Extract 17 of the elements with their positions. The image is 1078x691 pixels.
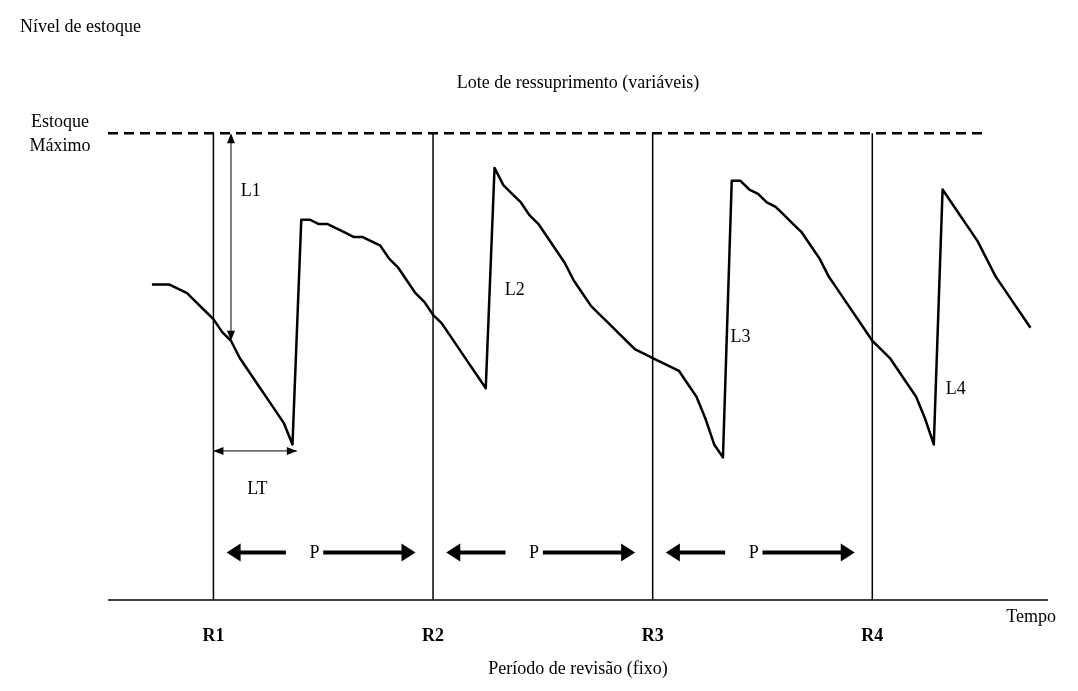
annotation: L3	[729, 325, 752, 348]
x-tick-label: R4	[861, 624, 884, 645]
text: Nível de estoque	[20, 16, 141, 37]
annotation: P	[308, 541, 321, 564]
annotation: LT	[246, 476, 269, 499]
annotation: P	[528, 541, 541, 564]
annotation: L2	[503, 277, 526, 300]
text: Período de revisão (fixo)	[487, 658, 669, 679]
text: Lote de ressuprimento (variáveis)	[455, 72, 701, 93]
ref-line-label: Estoque Máximo	[28, 110, 92, 158]
x-axis-title: Tempo	[1006, 606, 1056, 627]
annotation: L1	[239, 178, 262, 201]
x-tick-label: R1	[202, 624, 225, 645]
annotation: P	[747, 541, 760, 564]
x-tick-label: R2	[422, 624, 445, 645]
x-tick-label: R3	[641, 624, 664, 645]
annotation: L4	[944, 377, 967, 400]
